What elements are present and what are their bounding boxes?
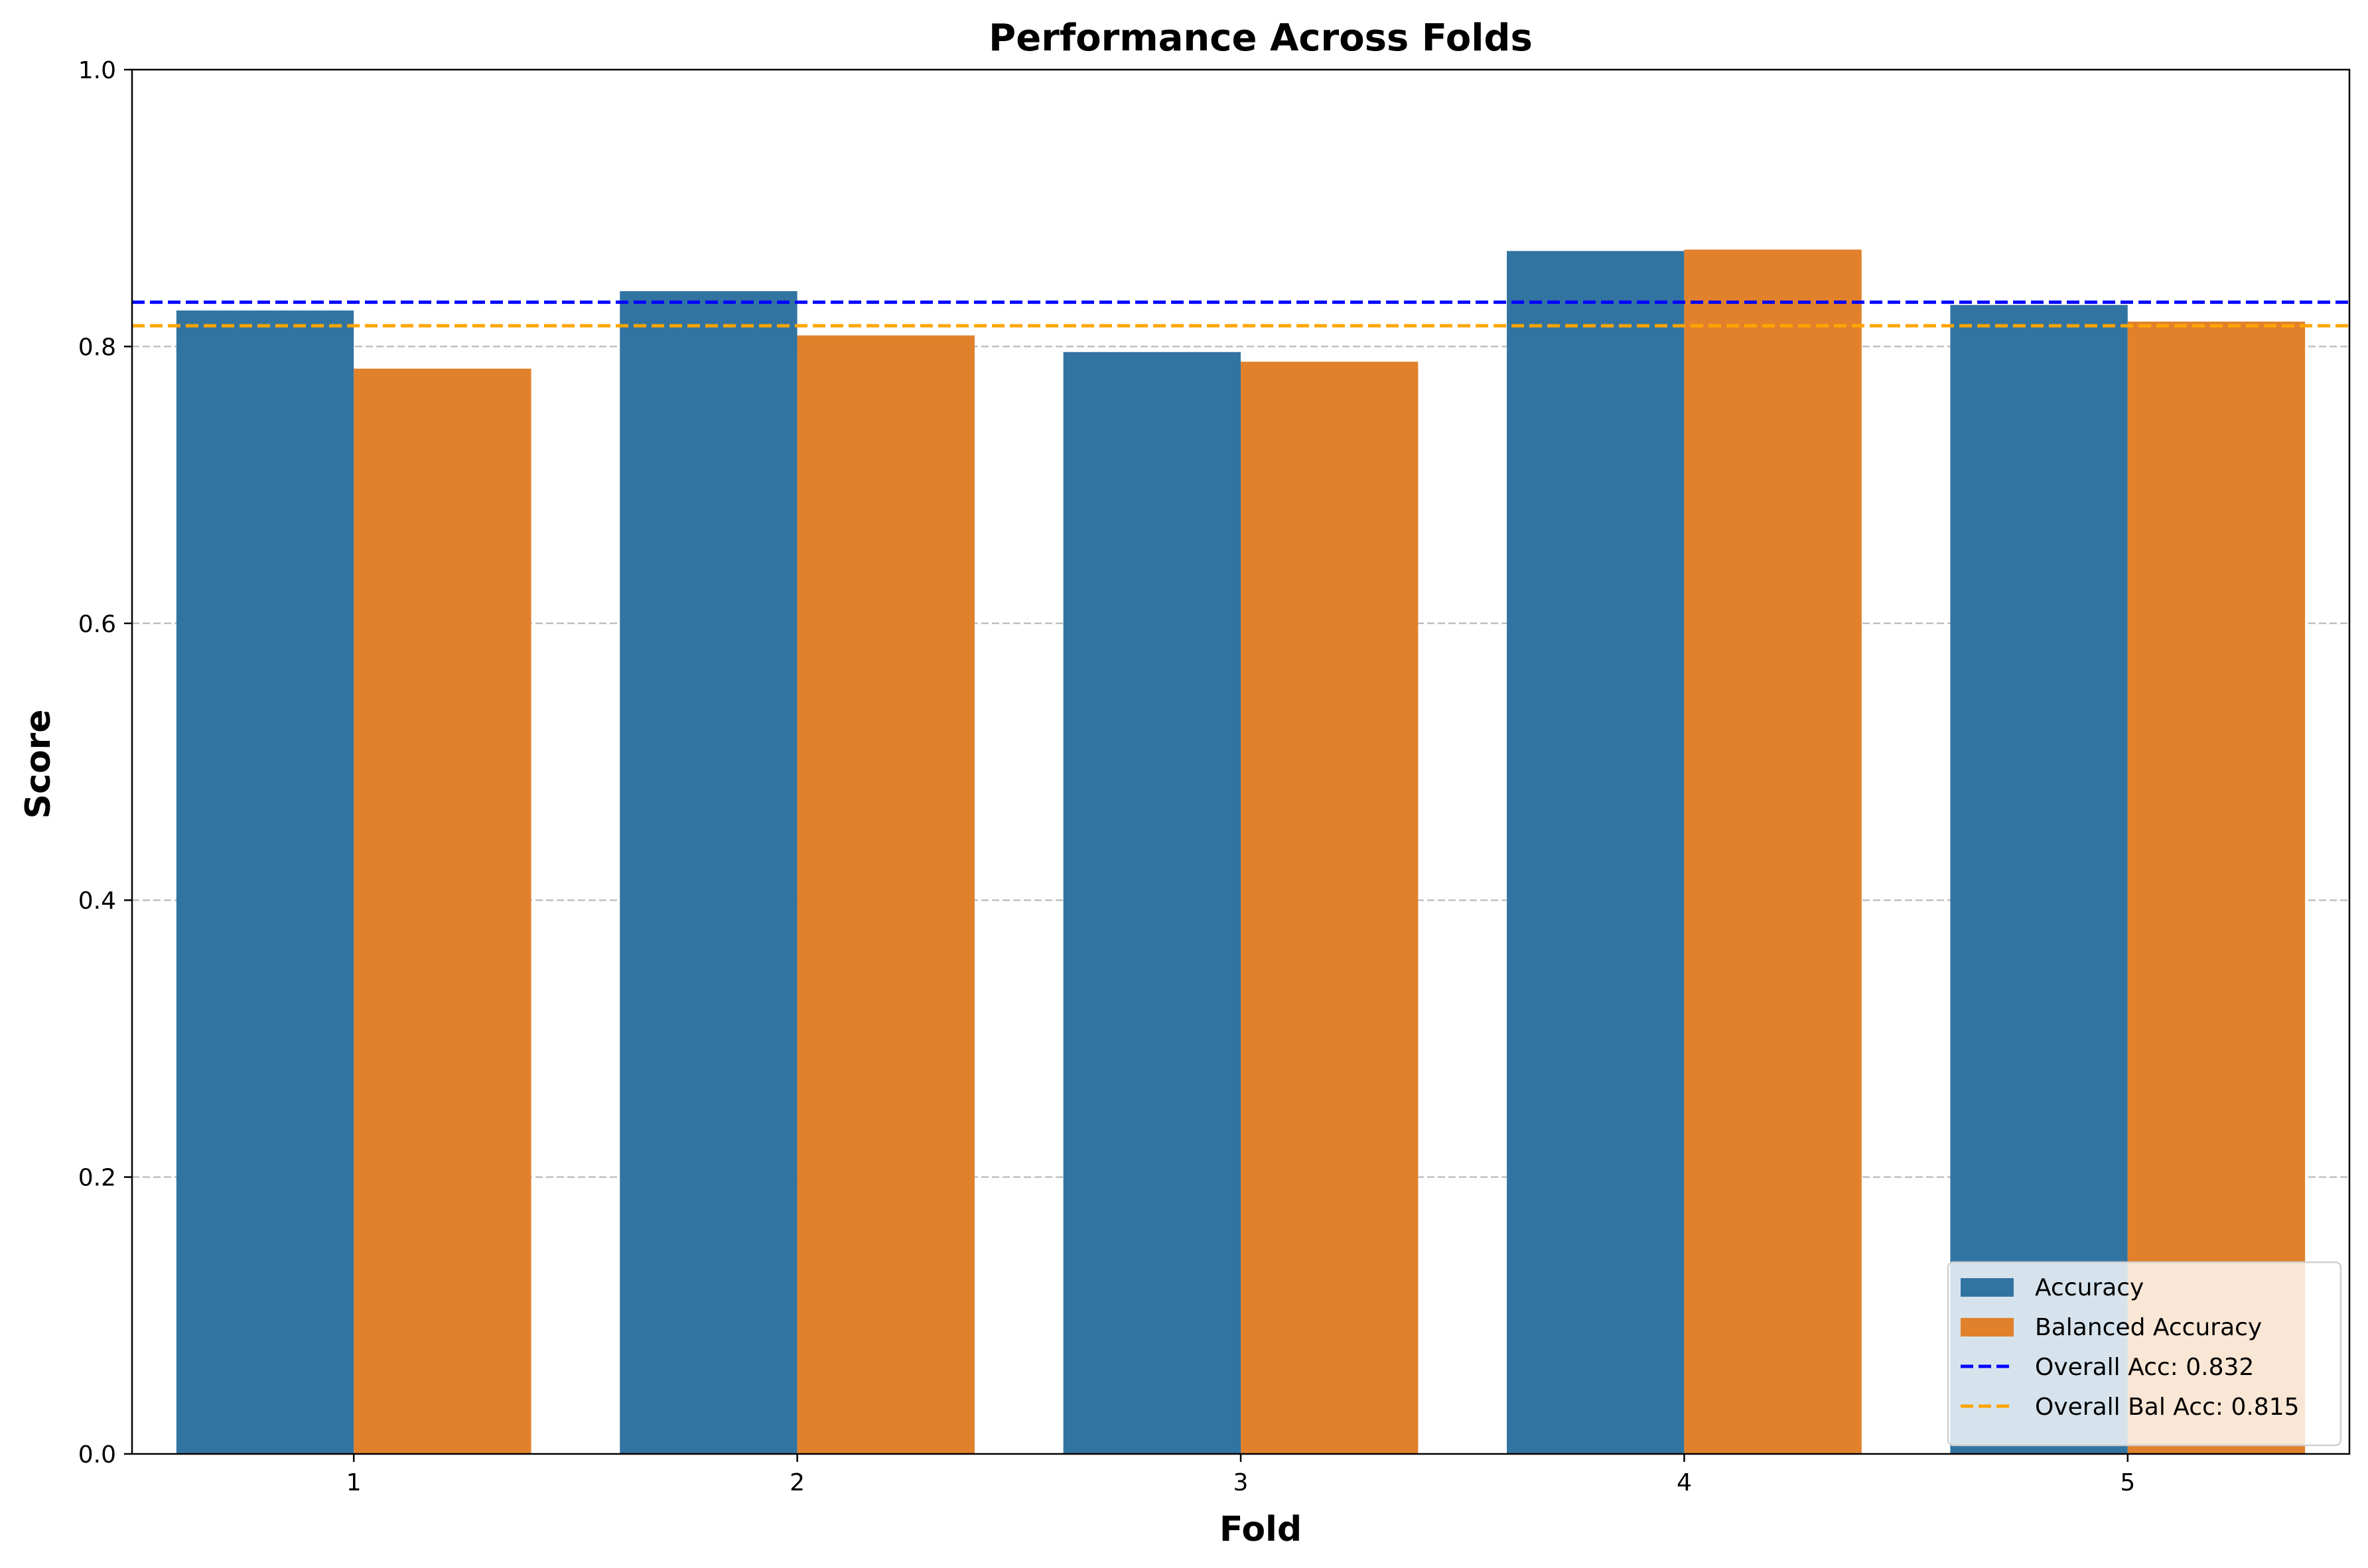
bar-balanced-accuracy-fold-2 (797, 335, 975, 1455)
y-axis-ticks: 0.0 0.2 0.4 0.6 0.8 1.0 (78, 57, 132, 1469)
chart-title: Performance Across Folds (989, 17, 1533, 60)
x-tick-label: 2 (790, 1469, 805, 1496)
y-tick-label: 0.6 (78, 611, 116, 638)
y-tick-label: 0.8 (78, 334, 116, 361)
legend-label: Accuracy (2035, 1274, 2144, 1301)
y-tick-label: 0.0 (78, 1441, 116, 1469)
x-tick-label: 5 (2120, 1469, 2135, 1496)
x-tick-label: 4 (1677, 1469, 1692, 1496)
y-tick-label: 0.2 (78, 1165, 116, 1192)
bar-accuracy-fold-4 (1507, 251, 1685, 1455)
x-tick-label: 1 (346, 1469, 362, 1496)
x-axis-label: Fold (1219, 1510, 1302, 1549)
legend-box (1947, 1261, 2342, 1447)
bars (176, 249, 2306, 1455)
bar-balanced-accuracy-fold-3 (1241, 361, 1419, 1455)
x-axis-ticks: 1 2 3 4 5 (346, 1454, 2135, 1496)
bar-accuracy-fold-1 (176, 310, 354, 1455)
reference-lines (132, 300, 2349, 328)
legend-label: Overall Acc: 0.832 (2035, 1354, 2254, 1381)
bar-balanced-accuracy-fold-4 (1684, 249, 1862, 1454)
bar-accuracy-fold-3 (1063, 352, 1241, 1454)
y-tick-label: 0.4 (78, 887, 116, 915)
legend-label: Balanced Accuracy (2035, 1314, 2262, 1341)
legend-label: Overall Bal Acc: 0.815 (2035, 1394, 2300, 1421)
x-tick-label: 3 (1233, 1469, 1249, 1496)
legend: Accuracy Balanced Accuracy Overall Acc: 0.… (1947, 1261, 2342, 1447)
legend-swatch (1961, 1278, 2014, 1297)
bar-balanced-accuracy-fold-1 (354, 368, 531, 1454)
bar-accuracy-fold-2 (620, 291, 798, 1454)
y-axis-label: Score (19, 710, 58, 819)
y-tick-label: 1.0 (78, 57, 116, 84)
legend-swatch (1961, 1318, 2014, 1337)
